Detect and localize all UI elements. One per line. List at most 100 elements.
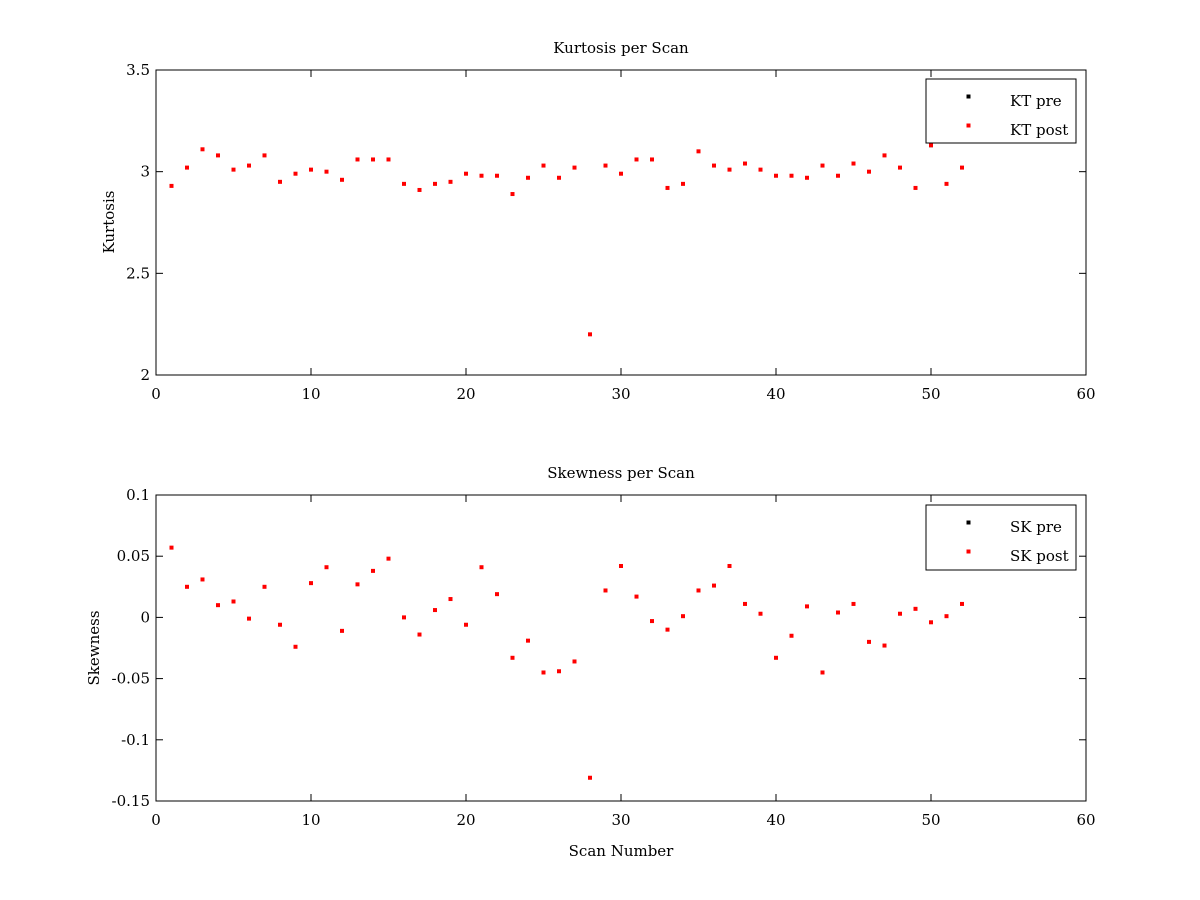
- kurtosis-point-post: [355, 157, 360, 162]
- kurtosis-ylabel: Kurtosis: [100, 191, 118, 254]
- kurtosis-point-post: [200, 147, 205, 152]
- kurtosis-point-post: [851, 161, 856, 166]
- skewness-xtick-label: 30: [611, 811, 630, 829]
- kurtosis-point-post: [433, 181, 437, 186]
- kurtosis-ticks: 0 10 20 30 40 50 60 2 2.5 3 3.5: [126, 61, 1095, 403]
- kurtosis-xtick-label: 20: [456, 385, 475, 403]
- kurtosis-point-post: [448, 179, 453, 184]
- skewness-point-post: [588, 775, 592, 780]
- kurtosis-xtick-label: 30: [611, 385, 630, 403]
- skewness-point-post: [665, 627, 670, 632]
- skewness-point-post: [526, 638, 530, 643]
- kurtosis-point-post: [634, 157, 639, 162]
- skewness-point-post: [355, 582, 360, 587]
- skewness-point-post: [557, 669, 561, 674]
- skewness-point-post: [882, 643, 887, 648]
- kurtosis-plot: Kurtosis per Scan Kurtosis 0 10 20 30 40 50 60…: [100, 39, 1096, 403]
- skewness-ticks: 0 10 20 30 40 50 60 -0.15 -0.1 -0.05 0 0.05 0.1: [112, 486, 1096, 829]
- kurtosis-legend-marker-pre: [966, 94, 971, 99]
- kurtosis-points: [169, 143, 964, 337]
- skewness-point-post: [200, 577, 205, 582]
- kurtosis-point-post: [185, 165, 189, 170]
- kurtosis-xtick-label: 10: [301, 385, 320, 403]
- skewness-point-post: [495, 592, 499, 597]
- kurtosis-point-post: [898, 165, 902, 170]
- skewness-point-post: [681, 614, 685, 619]
- kurtosis-point-post: [650, 157, 654, 162]
- skewness-point-post: [898, 611, 902, 616]
- skewness-point-post: [727, 563, 732, 568]
- skewness-xtick-label: 20: [456, 811, 475, 829]
- skewness-point-post: [960, 601, 964, 606]
- kurtosis-ytick-label: 2: [140, 366, 150, 384]
- kurtosis-xtick-label: 50: [921, 385, 940, 403]
- skewness-point-post: [820, 670, 825, 675]
- skewness-ylabel: Skewness: [85, 610, 103, 685]
- kurtosis-point-post: [743, 161, 747, 166]
- skewness-point-post: [448, 597, 453, 602]
- skewness-legend-box: [925, 504, 1077, 571]
- skewness-ytick-label: -0.1: [121, 731, 150, 749]
- kurtosis-ytick-label: 2.5: [126, 264, 150, 282]
- kurtosis-point-post: [882, 153, 887, 158]
- skewness-xtick-label: 40: [766, 811, 785, 829]
- skewness-point-post: [851, 601, 856, 606]
- skewness-point-post: [743, 601, 747, 606]
- skewness-point-post: [944, 614, 949, 619]
- kurtosis-point-post: [479, 173, 484, 178]
- kurtosis-point-post: [603, 163, 608, 168]
- kurtosis-point-post: [867, 169, 871, 174]
- kurtosis-point-post: [510, 192, 515, 197]
- skewness-point-post: [247, 616, 251, 621]
- kurtosis-point-post: [231, 167, 236, 172]
- skewness-plot: Skewness per Scan Skewness Scan Number 0…: [85, 464, 1096, 860]
- skewness-legend: SK pre SK post: [925, 504, 1077, 571]
- skewness-point-post: [650, 619, 654, 624]
- skewness-point-post: [262, 584, 267, 589]
- skewness-xlabel: Scan Number: [569, 842, 675, 860]
- skewness-point-post: [805, 604, 809, 609]
- kurtosis-point-post: [696, 149, 701, 154]
- skewness-legend-label-post: SK post: [1010, 547, 1069, 565]
- kurtosis-point-post: [464, 171, 468, 176]
- skewness-point-post: [789, 633, 794, 638]
- kurtosis-point-post: [340, 177, 344, 182]
- kurtosis-point-post: [247, 163, 251, 168]
- kurtosis-point-post: [526, 175, 530, 180]
- skewness-point-post: [929, 620, 933, 625]
- skewness-point-post: [464, 622, 468, 627]
- kurtosis-point-post: [805, 175, 809, 180]
- kurtosis-legend-marker-post: [966, 123, 971, 128]
- kurtosis-point-post: [727, 167, 732, 172]
- kurtosis-point-post: [820, 163, 825, 168]
- skewness-point-post: [603, 588, 608, 593]
- kurtosis-point-post: [588, 332, 592, 337]
- skewness-points: [169, 545, 964, 780]
- skewness-point-post: [913, 606, 918, 611]
- skewness-ytick-label: 0.1: [126, 486, 150, 504]
- skewness-point-post: [340, 628, 344, 633]
- kurtosis-legend-label-post: KT post: [1010, 121, 1068, 139]
- skewness-point-post: [216, 603, 220, 608]
- kurtosis-point-post: [774, 173, 778, 178]
- kurtosis-point-post: [309, 167, 313, 172]
- skewness-xtick-label: 10: [301, 811, 320, 829]
- kurtosis-point-post: [495, 173, 499, 178]
- skewness-point-post: [386, 556, 391, 561]
- skewness-point-post: [634, 594, 639, 599]
- skewness-point-post: [836, 610, 840, 615]
- skewness-point-post: [479, 565, 484, 570]
- kurtosis-xtick-label: 60: [1076, 385, 1095, 403]
- skewness-point-post: [541, 670, 546, 675]
- kurtosis-legend: KT pre KT post: [925, 78, 1077, 144]
- kurtosis-xtick-label: 0: [151, 385, 161, 403]
- kurtosis-point-post: [619, 171, 623, 176]
- skewness-point-post: [324, 565, 329, 570]
- skewness-point-post: [433, 608, 437, 613]
- kurtosis-xtick-label: 40: [766, 385, 785, 403]
- skewness-point-post: [774, 655, 778, 660]
- kurtosis-point-post: [371, 157, 375, 162]
- skewness-point-post: [169, 545, 174, 550]
- kurtosis-point-post: [944, 181, 949, 186]
